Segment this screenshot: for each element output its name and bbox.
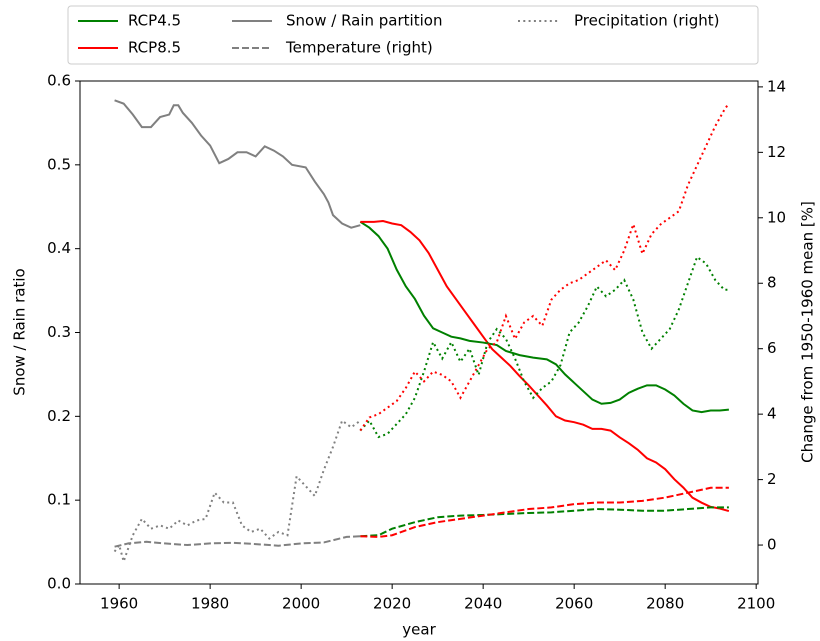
y2-tick-label: 2 <box>767 470 777 488</box>
x-axis-label: year <box>402 621 436 639</box>
y-tick-label: 0.5 <box>47 155 71 173</box>
y2-tick-label: 8 <box>767 274 777 292</box>
legend-label: Snow / Rain partition <box>286 12 442 30</box>
y-tick-label: 0.6 <box>47 72 71 90</box>
y2-tick-label: 0 <box>767 536 777 554</box>
series-line <box>359 255 729 439</box>
y-tick-label: 0.4 <box>47 239 71 257</box>
legend-label: Precipitation (right) <box>574 12 719 30</box>
x-tick-label: 2080 <box>646 595 684 613</box>
legend-label: RCP4.5 <box>128 12 181 30</box>
y-tick-label: 0.0 <box>47 575 71 593</box>
x-tick-label: 2100 <box>737 595 775 613</box>
plot-frame <box>79 80 759 585</box>
legend-label: Temperature (right) <box>285 39 433 57</box>
y-tick-label: 0.2 <box>47 407 71 425</box>
x-tick-label: 1960 <box>100 595 138 613</box>
x-tick-label: 1980 <box>191 595 229 613</box>
series-line <box>113 419 361 565</box>
y2-tick-label: 6 <box>767 339 777 357</box>
x-tick-label: 2020 <box>373 595 411 613</box>
series-line <box>359 220 729 414</box>
x-tick-label: 2040 <box>464 595 502 613</box>
y-axis-label: Snow / Rain ratio <box>11 268 29 395</box>
series-line <box>360 219 730 513</box>
y-tick-label: 0.3 <box>47 323 71 341</box>
y2-tick-label: 4 <box>767 405 777 423</box>
x-tick-label: 2000 <box>282 595 320 613</box>
series-line <box>359 102 730 432</box>
series-line <box>114 99 361 229</box>
legend-label: RCP8.5 <box>128 39 181 57</box>
y2-tick-label: 14 <box>767 77 786 95</box>
legend: RCP4.5 RCP8.5 Snow / Rain partition Tempera… <box>67 5 759 65</box>
series-line <box>360 506 729 538</box>
x-tick-label: 2060 <box>555 595 593 613</box>
y2-tick-label: 10 <box>767 208 786 226</box>
y-tick-label: 0.1 <box>47 491 71 509</box>
series-line <box>360 486 729 538</box>
series-line <box>114 535 361 548</box>
y2-tick-label: 12 <box>767 143 786 161</box>
y2-axis-label: Change from 1950-1960 mean [%] <box>799 201 817 463</box>
